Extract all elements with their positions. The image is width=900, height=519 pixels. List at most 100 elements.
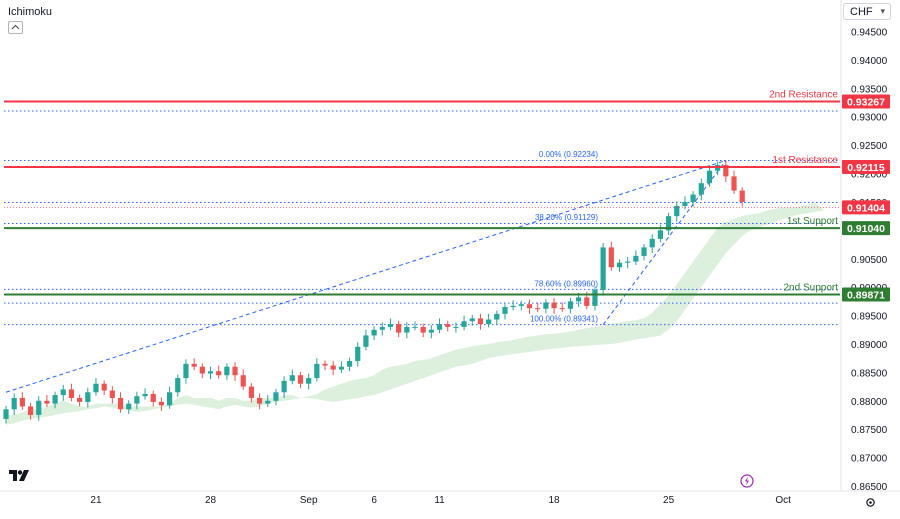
candle-body [674, 205, 680, 217]
candle-body [3, 409, 9, 419]
candle-body [698, 183, 704, 195]
candle-body [101, 383, 107, 391]
x-tick-label: 25 [663, 495, 675, 506]
fib-label: 78.60% (0.89960) [534, 279, 598, 288]
cloud-area [6, 203, 824, 425]
candle-body [52, 395, 58, 404]
y-tick-label: 0.88500 [851, 368, 888, 379]
candle-body [371, 329, 377, 336]
candle-body [428, 329, 434, 333]
candles [3, 160, 745, 424]
candle-body [19, 397, 25, 407]
candle-body [625, 261, 631, 263]
candle-body [436, 324, 443, 330]
level-label: 2nd Support [784, 282, 839, 293]
collapse-button[interactable] [8, 21, 23, 34]
price-badge [842, 94, 890, 109]
x-tick-label: Oct [775, 495, 791, 506]
level-label: 1st Resistance [772, 155, 838, 166]
candle-body [36, 400, 42, 415]
candle-body [576, 297, 582, 302]
x-tick-label: 28 [205, 495, 217, 506]
indicator-label[interactable]: Ichimoku [8, 6, 53, 18]
y-tick-label: 0.89500 [851, 312, 888, 323]
candle-body [477, 318, 484, 325]
price-badge-text: 0.91040 [847, 223, 885, 235]
candle-body [608, 247, 614, 268]
candle-body [150, 393, 156, 402]
fibonacci-labels: 0.00% (0.92234) 38.20% (0.91129) 78.60% (0… [530, 150, 598, 323]
candle-body [396, 324, 402, 333]
ichimoku-cloud [6, 203, 824, 425]
candle-body [314, 363, 320, 379]
candle-body [289, 375, 295, 381]
candle-body [68, 389, 75, 398]
candle-body [330, 365, 336, 370]
current-price-text: 0.91404 [847, 202, 885, 214]
y-tick-label: 0.93000 [851, 113, 888, 124]
gear-icon[interactable] [865, 495, 876, 513]
trendline-fib [602, 160, 727, 325]
trendline [5, 159, 727, 393]
candle-body [739, 190, 745, 202]
candle-body [731, 176, 737, 191]
chevron-down-icon: ▾ [880, 6, 885, 16]
candle-body [445, 324, 451, 327]
price-badge-text: 0.89871 [847, 289, 885, 301]
candle-body [167, 392, 173, 406]
tradingview-logo-icon [9, 469, 29, 487]
candle-body [355, 346, 361, 362]
currency-select[interactable]: CHF ▾ [843, 3, 891, 20]
price-badge-text: 0.93267 [847, 97, 885, 109]
candle-body [256, 397, 263, 404]
fib-label: 100.00% (0.89341) [530, 315, 598, 324]
y-tick-label: 0.86500 [851, 482, 888, 493]
candle-body [281, 380, 287, 393]
candle-body [486, 319, 492, 325]
candle-body [175, 378, 181, 393]
y-tick-label: 0.94500 [851, 28, 888, 39]
level-label: 2nd Resistance [769, 90, 838, 101]
candle-body [363, 335, 369, 347]
candle-body [518, 304, 524, 306]
chevron-up-icon [11, 24, 20, 30]
candle-body [706, 170, 713, 184]
candle-body [44, 400, 50, 404]
candle-body [379, 326, 385, 330]
candle-body [657, 230, 663, 239]
candle-body [387, 324, 394, 327]
candle-body [27, 406, 34, 415]
price-badges: 0.93267 0.92115 0.91040 0.89871 0.91404 [842, 94, 890, 302]
candle-body [453, 326, 459, 328]
candle-body [559, 308, 565, 310]
candle-body [600, 247, 606, 290]
fib-label: 0.00% (0.92234) [539, 150, 598, 159]
candle-body [240, 375, 246, 387]
candle-body [535, 308, 541, 310]
fib-label: 38.20% (0.91129) [535, 213, 598, 222]
candle-body [567, 301, 574, 309]
price-badge-text: 0.92115 [847, 162, 885, 174]
candle-body [191, 363, 197, 367]
x-tick-label: 6 [371, 495, 377, 506]
candle-body [183, 363, 189, 379]
candle-body [273, 392, 279, 401]
candle-body [322, 363, 328, 366]
candle-body [346, 361, 353, 367]
price-badge [842, 287, 890, 302]
candle-body [158, 401, 165, 406]
y-tick-label: 0.90500 [851, 255, 888, 266]
candle-body [649, 238, 655, 248]
candle-body [306, 378, 312, 384]
x-tick-label: 18 [548, 495, 560, 506]
candle-body [109, 390, 115, 398]
price-badge [842, 159, 890, 174]
lightning-icon[interactable] [740, 474, 754, 493]
candle-body [584, 297, 590, 306]
key-levels: 2nd Resistance 1st Resistance 1st Support 2… [4, 90, 840, 296]
candle-body [248, 386, 254, 398]
candle-body [682, 201, 688, 206]
candle-body [633, 255, 639, 262]
